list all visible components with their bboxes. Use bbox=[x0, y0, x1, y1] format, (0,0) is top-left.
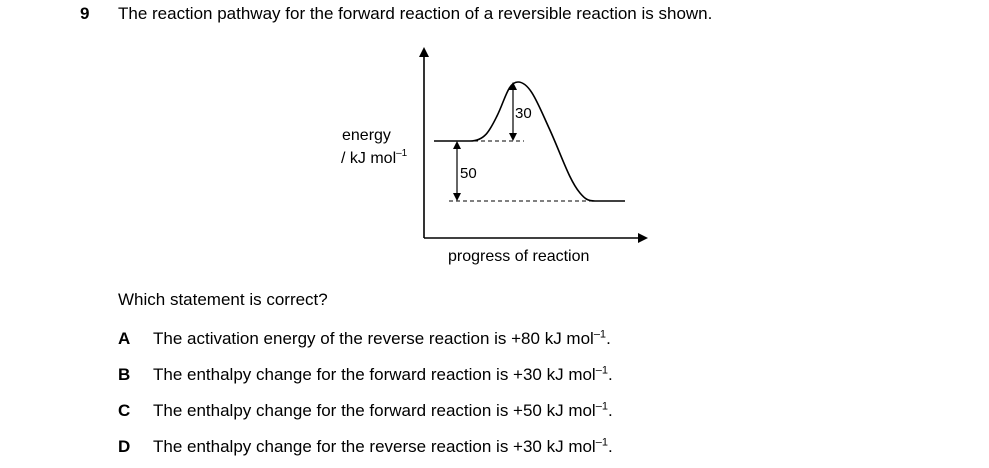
option-b[interactable]: B The enthalpy change for the forward rea… bbox=[118, 364, 613, 385]
option-c[interactable]: C The enthalpy change for the forward rea… bbox=[118, 400, 613, 421]
gap-50-label: 50 bbox=[460, 165, 477, 182]
x-axis-label: progress of reaction bbox=[448, 248, 589, 265]
y-axis-label-unit-sup: –1 bbox=[396, 148, 408, 159]
option-letter: B bbox=[118, 364, 131, 384]
option-text: The enthalpy change for the forward reac… bbox=[153, 400, 613, 420]
option-text: The enthalpy change for the forward reac… bbox=[153, 364, 613, 384]
option-text: The activation energy of the reverse rea… bbox=[153, 328, 611, 348]
question-prompt: Which statement is correct? bbox=[118, 290, 328, 309]
question-number: 9 bbox=[80, 4, 90, 23]
option-letter: C bbox=[118, 400, 131, 420]
y-axis-label-unit: / kJ mol bbox=[341, 150, 396, 167]
option-text: The enthalpy change for the reverse reac… bbox=[153, 436, 613, 456]
gap-30-label: 30 bbox=[515, 105, 532, 122]
option-d[interactable]: D The enthalpy change for the reverse rea… bbox=[118, 436, 613, 457]
reaction-pathway-curve bbox=[434, 81, 625, 202]
option-letter: A bbox=[118, 328, 131, 348]
option-letter: D bbox=[118, 436, 131, 456]
y-axis-label-line1: energy bbox=[342, 127, 391, 144]
question-stem: The reaction pathway for the forward rea… bbox=[118, 4, 713, 23]
option-a[interactable]: A The activation energy of the reverse re… bbox=[118, 328, 611, 349]
y-axis-label-line2: / kJ mol–1 bbox=[341, 148, 408, 167]
